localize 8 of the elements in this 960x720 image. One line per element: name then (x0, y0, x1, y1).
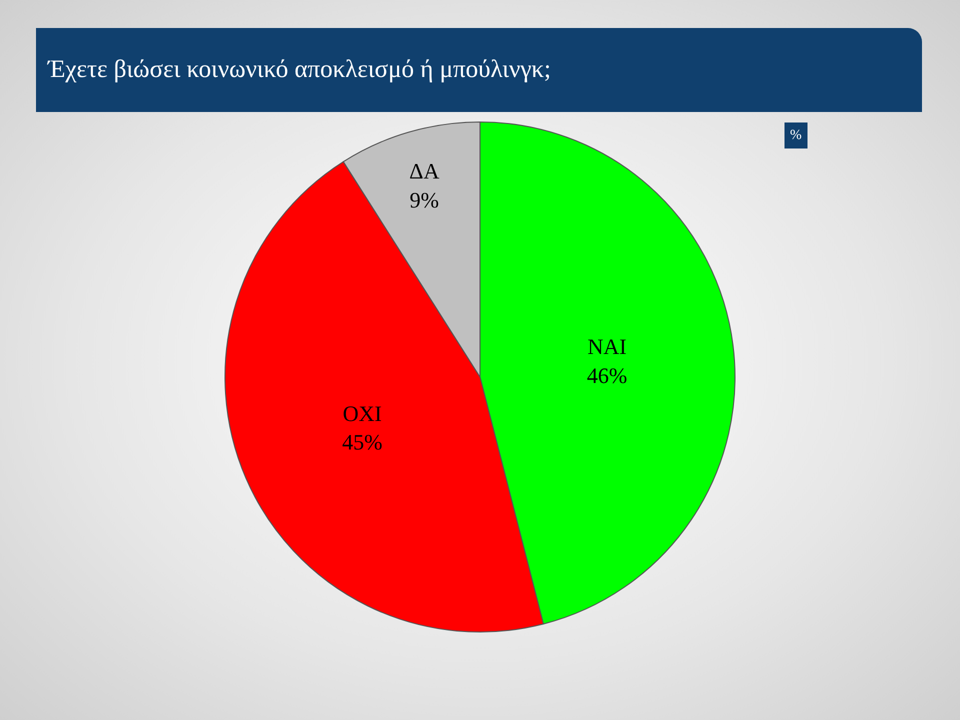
data-label: 46% (586, 362, 628, 388)
text: % (790, 128, 802, 143)
data-label: 9% (410, 187, 439, 212)
slice-label: ΟΧΙ (342, 401, 382, 426)
data-label: 45% (342, 430, 382, 455)
slice-label: ΔΑ (409, 158, 440, 184)
chart-title: Έχετε βιώσει κοινωνικό αποκλεισμό ή μπούλινγκ; (36, 28, 922, 112)
slice-label: ΝΑΙ (587, 334, 627, 360)
